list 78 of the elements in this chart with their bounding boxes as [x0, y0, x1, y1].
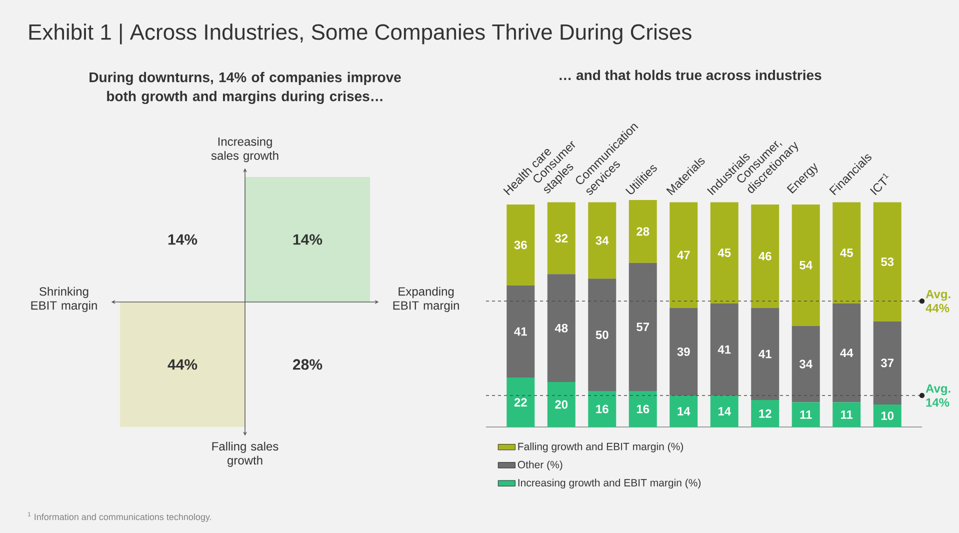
- data-label: 16: [596, 404, 608, 414]
- bar: [792, 204, 820, 326]
- data-label: 12: [759, 409, 772, 418]
- category-label: Falling sales growth: [212, 442, 278, 467]
- data-label: 41: [758, 350, 772, 358]
- data-label: 53: [881, 258, 894, 266]
- bar: [792, 402, 820, 427]
- data-label: 16: [636, 404, 650, 414]
- bar: [506, 204, 535, 286]
- data-label: 41: [514, 327, 527, 336]
- data-label: 41: [718, 345, 731, 354]
- bar: [751, 204, 780, 308]
- text: 28%: [293, 359, 322, 370]
- data-label: 46: [758, 252, 772, 260]
- data-label: 11: [800, 410, 812, 419]
- data-label: 37: [880, 358, 894, 368]
- ref-line-label: Avg. 14%: [926, 384, 950, 407]
- data-label: 45: [718, 248, 731, 257]
- data-label: 48: [554, 324, 568, 332]
- data-label: 14: [678, 407, 690, 416]
- legend-label: Falling growth and EBIT margin (%): [518, 442, 684, 452]
- bar: [588, 202, 616, 279]
- bar: [710, 396, 738, 427]
- data-label: 36: [514, 240, 527, 250]
- legend-label: Increasing growth and EBIT margin (%): [518, 478, 701, 489]
- data-label: 45: [840, 248, 853, 257]
- data-label: 57: [636, 322, 650, 332]
- text: 44%: [168, 359, 198, 370]
- data-label: 28: [636, 227, 650, 236]
- bar: [751, 400, 780, 427]
- x-tick-label: ICT$^{1}$: [870, 173, 889, 196]
- bar: [710, 303, 738, 396]
- bar: [628, 262, 657, 392]
- data-label: 34: [799, 360, 812, 368]
- bar: [751, 308, 780, 400]
- bar: [832, 402, 861, 427]
- bar: [547, 202, 576, 274]
- category-label: Expanding EBIT margin: [393, 286, 459, 312]
- ref-line-label: Avg. 44%: [926, 290, 950, 312]
- bar: [832, 202, 861, 304]
- category-label: Shrinking EBIT margin: [31, 286, 97, 312]
- bar: [670, 202, 698, 308]
- data-label: 54: [800, 260, 812, 270]
- data-label: 50: [596, 330, 608, 340]
- bar: [588, 391, 616, 427]
- data-label: 47: [677, 250, 690, 260]
- data-label: 22: [514, 398, 527, 406]
- bar: [628, 200, 657, 263]
- data-label: 32: [554, 234, 568, 242]
- chart-title: … and that holds true across industries: [560, 70, 822, 80]
- bar: [792, 326, 820, 402]
- bar: [628, 391, 657, 427]
- text: During downturns, 14% of companies improve both growth and margins during crises…: [90, 72, 401, 104]
- bar: [670, 396, 698, 427]
- data-label: 11: [841, 410, 853, 419]
- data-label: 39: [677, 347, 690, 356]
- bar: [873, 404, 902, 427]
- bar: [832, 303, 861, 402]
- bar: [588, 278, 616, 392]
- bar: [547, 274, 576, 382]
- legend-label: Other (%): [518, 460, 562, 470]
- category-label: Increasing sales growth: [211, 137, 278, 162]
- data-label: 10: [881, 412, 894, 420]
- bar: [547, 382, 576, 427]
- data-label: 20: [555, 400, 568, 409]
- bar: [873, 321, 902, 405]
- text: $^{1}$ Information and communications technology.: [28, 512, 211, 522]
- bar: [670, 308, 698, 396]
- bar: [710, 202, 738, 304]
- bar: [506, 285, 535, 378]
- text: 14%: [293, 234, 322, 245]
- data-label: 44: [840, 348, 854, 357]
- text: Exhibit 1 | Across Industries, Some Companies Thrive During Crises: [29, 24, 692, 44]
- data-label: 14: [718, 407, 731, 416]
- data-label: 34: [596, 236, 609, 245]
- bar: [506, 378, 535, 427]
- text: 14%: [168, 234, 198, 245]
- bar: [873, 202, 902, 322]
